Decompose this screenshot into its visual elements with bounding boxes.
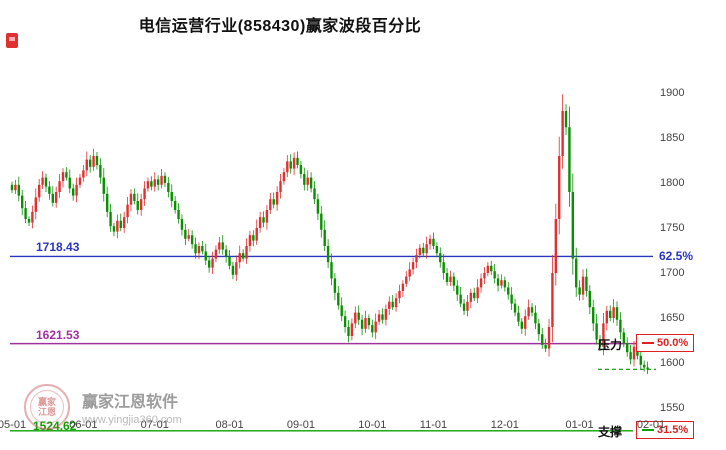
support-tag-label: 支撑 bbox=[598, 424, 623, 439]
x-axis-label: 11-01 bbox=[419, 419, 448, 431]
chart-title: 电信运营行业(858430)赢家波段百分比 bbox=[138, 18, 422, 35]
app-logo-icon bbox=[6, 33, 18, 48]
x-axis-label: 10-01 bbox=[358, 419, 387, 431]
watermark: 赢家 江恩 赢家江恩软件 www.yingjia360.com bbox=[24, 384, 182, 430]
percent-50-label: 50.0% bbox=[657, 336, 689, 349]
x-axis-label: 06-01 bbox=[69, 419, 98, 431]
x-axis-label: 07-01 bbox=[140, 419, 169, 431]
y-axis-label: 1700 bbox=[660, 267, 685, 279]
seal-line2: 江恩 bbox=[37, 407, 56, 417]
brand-seal-icon: 赢家 江恩 bbox=[24, 384, 70, 430]
x-axis-label: 02-01 bbox=[636, 419, 666, 431]
resistance-price-62-label: 1718.43 bbox=[36, 240, 80, 255]
y-axis-label: 1900 bbox=[660, 87, 685, 99]
line-sample-icon bbox=[642, 428, 654, 431]
watermark-brand: 赢家江恩软件 bbox=[82, 394, 179, 411]
seal-line1: 赢家 bbox=[37, 397, 56, 407]
y-axis-label: 1650 bbox=[660, 312, 685, 324]
y-axis-label: 1750 bbox=[660, 222, 685, 234]
y-axis-label: 1550 bbox=[660, 402, 685, 414]
percent-62-label: 62.5% bbox=[659, 249, 694, 264]
line-sample-icon bbox=[642, 341, 654, 344]
x-axis-label: 12-01 bbox=[490, 419, 519, 431]
y-axis-label: 1850 bbox=[660, 132, 685, 144]
resistance-price-50-label: 1621.53 bbox=[36, 327, 80, 342]
percent-31-label: 31.5% bbox=[657, 423, 689, 436]
y-axis-label: 1600 bbox=[660, 357, 685, 369]
percent-50-badge: 50.0% bbox=[636, 333, 695, 352]
y-axis-label: 1800 bbox=[660, 177, 685, 189]
watermark-url: www.yingjia360.com bbox=[82, 414, 182, 426]
x-axis-label: 01-01 bbox=[565, 419, 594, 431]
x-axis-label: 05-01 bbox=[0, 419, 27, 431]
x-axis-label: 08-01 bbox=[215, 419, 244, 431]
resistance-tag-label: 压力 bbox=[598, 337, 623, 352]
brand-seal-text: 赢家 江恩 bbox=[30, 390, 64, 424]
percent-31-badge: 31.5% bbox=[636, 420, 695, 439]
x-axis-label: 09-01 bbox=[286, 419, 315, 431]
